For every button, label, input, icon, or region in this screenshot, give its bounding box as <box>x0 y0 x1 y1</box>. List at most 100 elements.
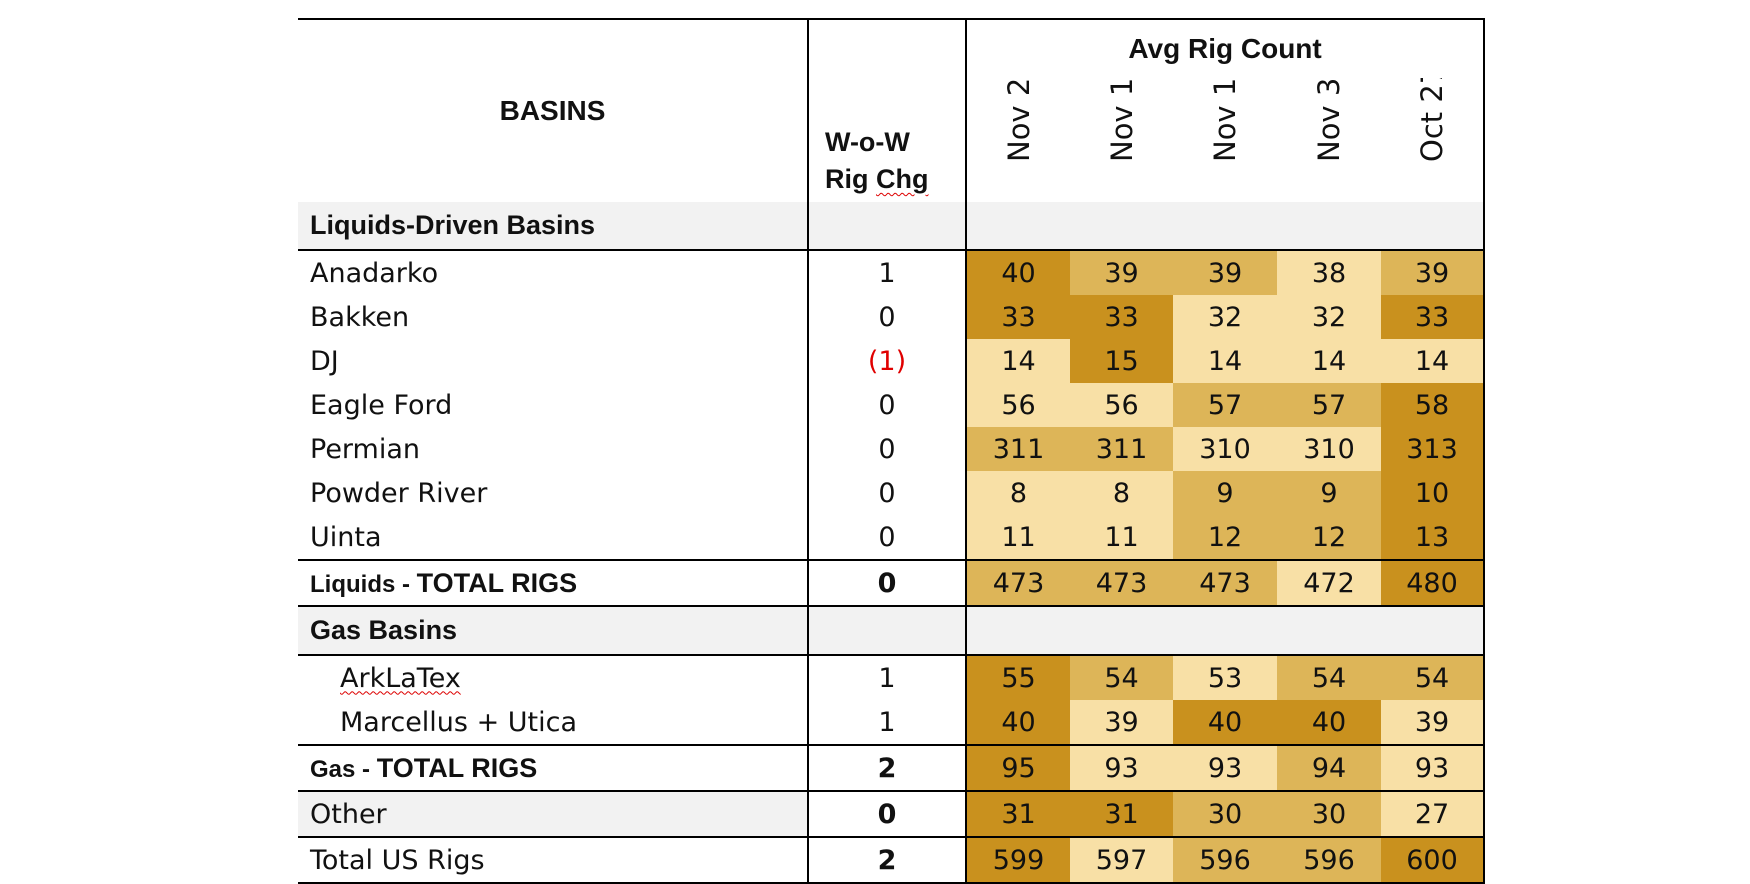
rig-count-cell: 13 <box>1381 515 1486 560</box>
header-wow-line2a: Rig <box>825 164 876 194</box>
date-header: Nov 3 <box>1277 78 1381 202</box>
gas-total-row: Gas - TOTAL RIGS 2 95 93 93 94 93 <box>298 744 1486 792</box>
row-label: Total US Rigs <box>298 837 808 884</box>
header-wow-rig-chg: W-o-W Rig Chg <box>807 18 967 202</box>
rig-count-cell: 597 <box>1070 837 1173 884</box>
rig-count-cell: 39 <box>1381 700 1486 745</box>
rig-count-cell: 596 <box>1277 837 1381 884</box>
wow-change: 1 <box>807 250 967 295</box>
basin-name-text: DJ <box>310 345 339 377</box>
header-avg-rig-count: Avg Rig Count <box>966 18 1486 78</box>
rig-count-cell: 33 <box>1381 295 1486 339</box>
rig-count-cell: 311 <box>1070 427 1173 471</box>
date-label: Nov 10 <box>1208 78 1242 162</box>
rig-count-cell: 480 <box>1381 559 1486 607</box>
header-wow-line1: W-o-W <box>825 127 910 157</box>
rig-count-cell: 8 <box>966 471 1070 515</box>
wow-change: 1 <box>807 700 967 745</box>
total-text: TOTAL RIGS <box>416 567 578 598</box>
basin-name: Eagle Ford <box>298 383 808 427</box>
basin-row: Uinta 0 11 11 12 12 13 <box>298 515 1486 560</box>
wow-change: 0 <box>807 471 967 515</box>
rig-count-cell: 55 <box>966 655 1070 700</box>
date-header: Nov 17 <box>1070 78 1173 202</box>
liquids-rows: Anadarko 1 40 39 39 38 39 Bakken 0 33 33 32 32 33 DJ (1… <box>298 250 1486 560</box>
rig-count-cell: 57 <box>1277 383 1381 427</box>
rig-count-table: BASINS W-o-W Rig Chg Avg Rig Count Nov 24… <box>298 18 1486 884</box>
wow-change: 0 <box>807 791 967 838</box>
basin-row: Marcellus + Utica 1 40 39 40 40 39 <box>298 700 1486 745</box>
rig-count-cell: 38 <box>1277 250 1381 295</box>
total-us-row: Total US Rigs 2 599 597 596 596 600 <box>298 837 1486 884</box>
basin-name: Permian <box>298 427 808 471</box>
rig-count-cell: 32 <box>1173 295 1277 339</box>
basin-name: Uinta <box>298 515 808 560</box>
basin-name: Powder River <box>298 471 808 515</box>
date-header: Nov 10 <box>1173 78 1277 202</box>
date-header: Oct 27 <box>1381 78 1486 202</box>
basin-name-text: Marcellus + Utica <box>340 706 578 738</box>
section-label: Liquids-Driven Basins <box>298 202 808 251</box>
basin-row: DJ (1) 14 15 14 14 14 <box>298 339 1486 383</box>
liquids-total-row: Liquids - TOTAL RIGS 0 473 473 473 472 480 <box>298 559 1486 607</box>
rig-count-cell: 11 <box>966 515 1070 560</box>
basin-name: ArkLaTex <box>298 655 808 700</box>
rig-count-cell: 58 <box>1381 383 1486 427</box>
wow-change: 2 <box>807 837 967 884</box>
total-prefix: Gas - <box>310 755 377 783</box>
rig-count-cell: 9 <box>1277 471 1381 515</box>
rig-count-cell: 93 <box>1173 744 1277 792</box>
rig-count-cell: 473 <box>1070 559 1173 607</box>
total-prefix: Liquids - <box>310 570 417 598</box>
section-gas: Gas Basins <box>298 606 1486 656</box>
date-header: Nov 24 <box>966 78 1070 202</box>
basin-row: Permian 0 311 311 310 310 313 <box>298 427 1486 471</box>
other-row: Other 0 31 31 30 30 27 <box>298 791 1486 838</box>
date-label: Nov 3 <box>1312 78 1346 162</box>
basin-name-text: Eagle Ford <box>310 389 453 421</box>
basin-name-text: Uinta <box>310 521 382 553</box>
section-spacer <box>807 202 967 251</box>
rig-count-cell: 10 <box>1381 471 1486 515</box>
rig-count-cell: 94 <box>1277 744 1381 792</box>
rig-count-cell: 30 <box>1173 791 1277 838</box>
rig-count-cell: 54 <box>1277 655 1381 700</box>
total-label: Liquids - TOTAL RIGS <box>298 559 808 607</box>
basin-name: DJ <box>298 339 808 383</box>
rig-count-cell: 14 <box>1173 339 1277 383</box>
rig-count-cell: 39 <box>1070 250 1173 295</box>
basin-name-text: Permian <box>310 433 421 465</box>
section-label: Gas Basins <box>298 606 808 656</box>
rig-count-cell: 310 <box>1173 427 1277 471</box>
row-label: Other <box>298 791 808 838</box>
rig-count-cell: 599 <box>966 837 1070 884</box>
rig-count-cell: 95 <box>966 744 1070 792</box>
wow-change: 0 <box>807 295 967 339</box>
rig-count-cell: 33 <box>966 295 1070 339</box>
rig-count-cell: 54 <box>1381 655 1486 700</box>
rig-count-cell: 311 <box>966 427 1070 471</box>
rig-count-cell: 596 <box>1173 837 1277 884</box>
basin-row: Powder River 0 8 8 9 9 10 <box>298 471 1486 515</box>
wow-change: 0 <box>807 515 967 560</box>
rig-count-cell: 40 <box>1173 700 1277 745</box>
rig-count-cell: 31 <box>966 791 1070 838</box>
rig-count-cell: 472 <box>1277 559 1381 607</box>
rig-count-cell: 12 <box>1277 515 1381 560</box>
rig-count-cell: 93 <box>1070 744 1173 792</box>
rig-count-cell: 54 <box>1070 655 1173 700</box>
rig-count-cell: 313 <box>1381 427 1486 471</box>
date-label: Nov 24 <box>1001 78 1036 162</box>
wow-change: (1) <box>807 339 967 383</box>
rig-count-cell: 8 <box>1070 471 1173 515</box>
rig-count-cell: 93 <box>1381 744 1486 792</box>
rig-count-cell: 31 <box>1070 791 1173 838</box>
date-label: Nov 17 <box>1104 78 1139 162</box>
total-text: TOTAL RIGS <box>376 752 538 783</box>
rig-count-cell: 14 <box>1381 339 1486 383</box>
rig-count-cell: 473 <box>1173 559 1277 607</box>
rig-count-cell: 12 <box>1173 515 1277 560</box>
section-spacer <box>966 606 1486 656</box>
basin-name-text: Anadarko <box>310 257 439 289</box>
rig-count-cell: 56 <box>1070 383 1173 427</box>
